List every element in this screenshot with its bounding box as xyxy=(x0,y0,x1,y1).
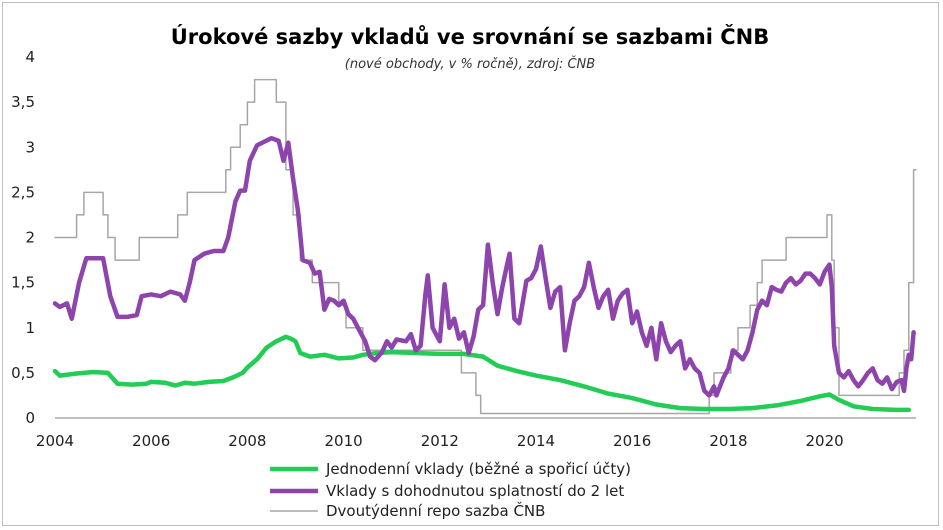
series-line-2 xyxy=(52,135,916,398)
y-tick-label: 1 xyxy=(25,319,35,337)
legend-label-1: Jednodenní vklady (běžné a spořicí účty) xyxy=(325,460,631,478)
y-axis-ticks: 0 0,5 1 1,5 2 2,5 3 3,5 4 xyxy=(11,48,35,427)
chart-title: Úrokové sazby vkladů ve srovnání se sazb… xyxy=(171,24,769,49)
y-tick-label: 3,5 xyxy=(11,93,35,111)
plot-area xyxy=(52,78,917,415)
x-tick-label: 2012 xyxy=(421,432,459,450)
x-axis-ticks: 2004 2006 2008 2010 2012 2014 2016 2018 2020 xyxy=(36,432,844,450)
series-line-1 xyxy=(52,334,912,413)
x-tick-label: 2004 xyxy=(36,432,74,450)
y-tick-label: 1,5 xyxy=(11,274,35,292)
series-line-3 xyxy=(54,78,917,415)
legend: Jednodenní vklady (běžné a spořicí účty)… xyxy=(270,460,631,520)
y-tick-label: 4 xyxy=(25,48,35,66)
y-tick-label: 0,5 xyxy=(11,364,35,382)
x-tick-label: 2016 xyxy=(613,432,651,450)
x-tick-label: 2014 xyxy=(517,432,555,450)
legend-label-3: Dvoutýdenní repo sazba ČNB xyxy=(326,501,545,520)
y-tick-label: 3 xyxy=(25,138,35,156)
x-tick-label: 2006 xyxy=(132,432,170,450)
y-tick-label: 2 xyxy=(25,229,35,247)
y-tick-label: 2,5 xyxy=(11,183,35,201)
legend-label-2: Vklady s dohodnutou splatností do 2 let xyxy=(326,482,624,500)
x-tick-label: 2020 xyxy=(806,432,844,450)
x-tick-label: 2018 xyxy=(709,432,747,450)
y-tick-label: 0 xyxy=(25,409,35,427)
chart-subtitle: (nové obchody, v % ročně), zdroj: ČNB xyxy=(345,56,595,72)
x-tick-label: 2010 xyxy=(325,432,363,450)
x-tick-label: 2008 xyxy=(228,432,266,450)
